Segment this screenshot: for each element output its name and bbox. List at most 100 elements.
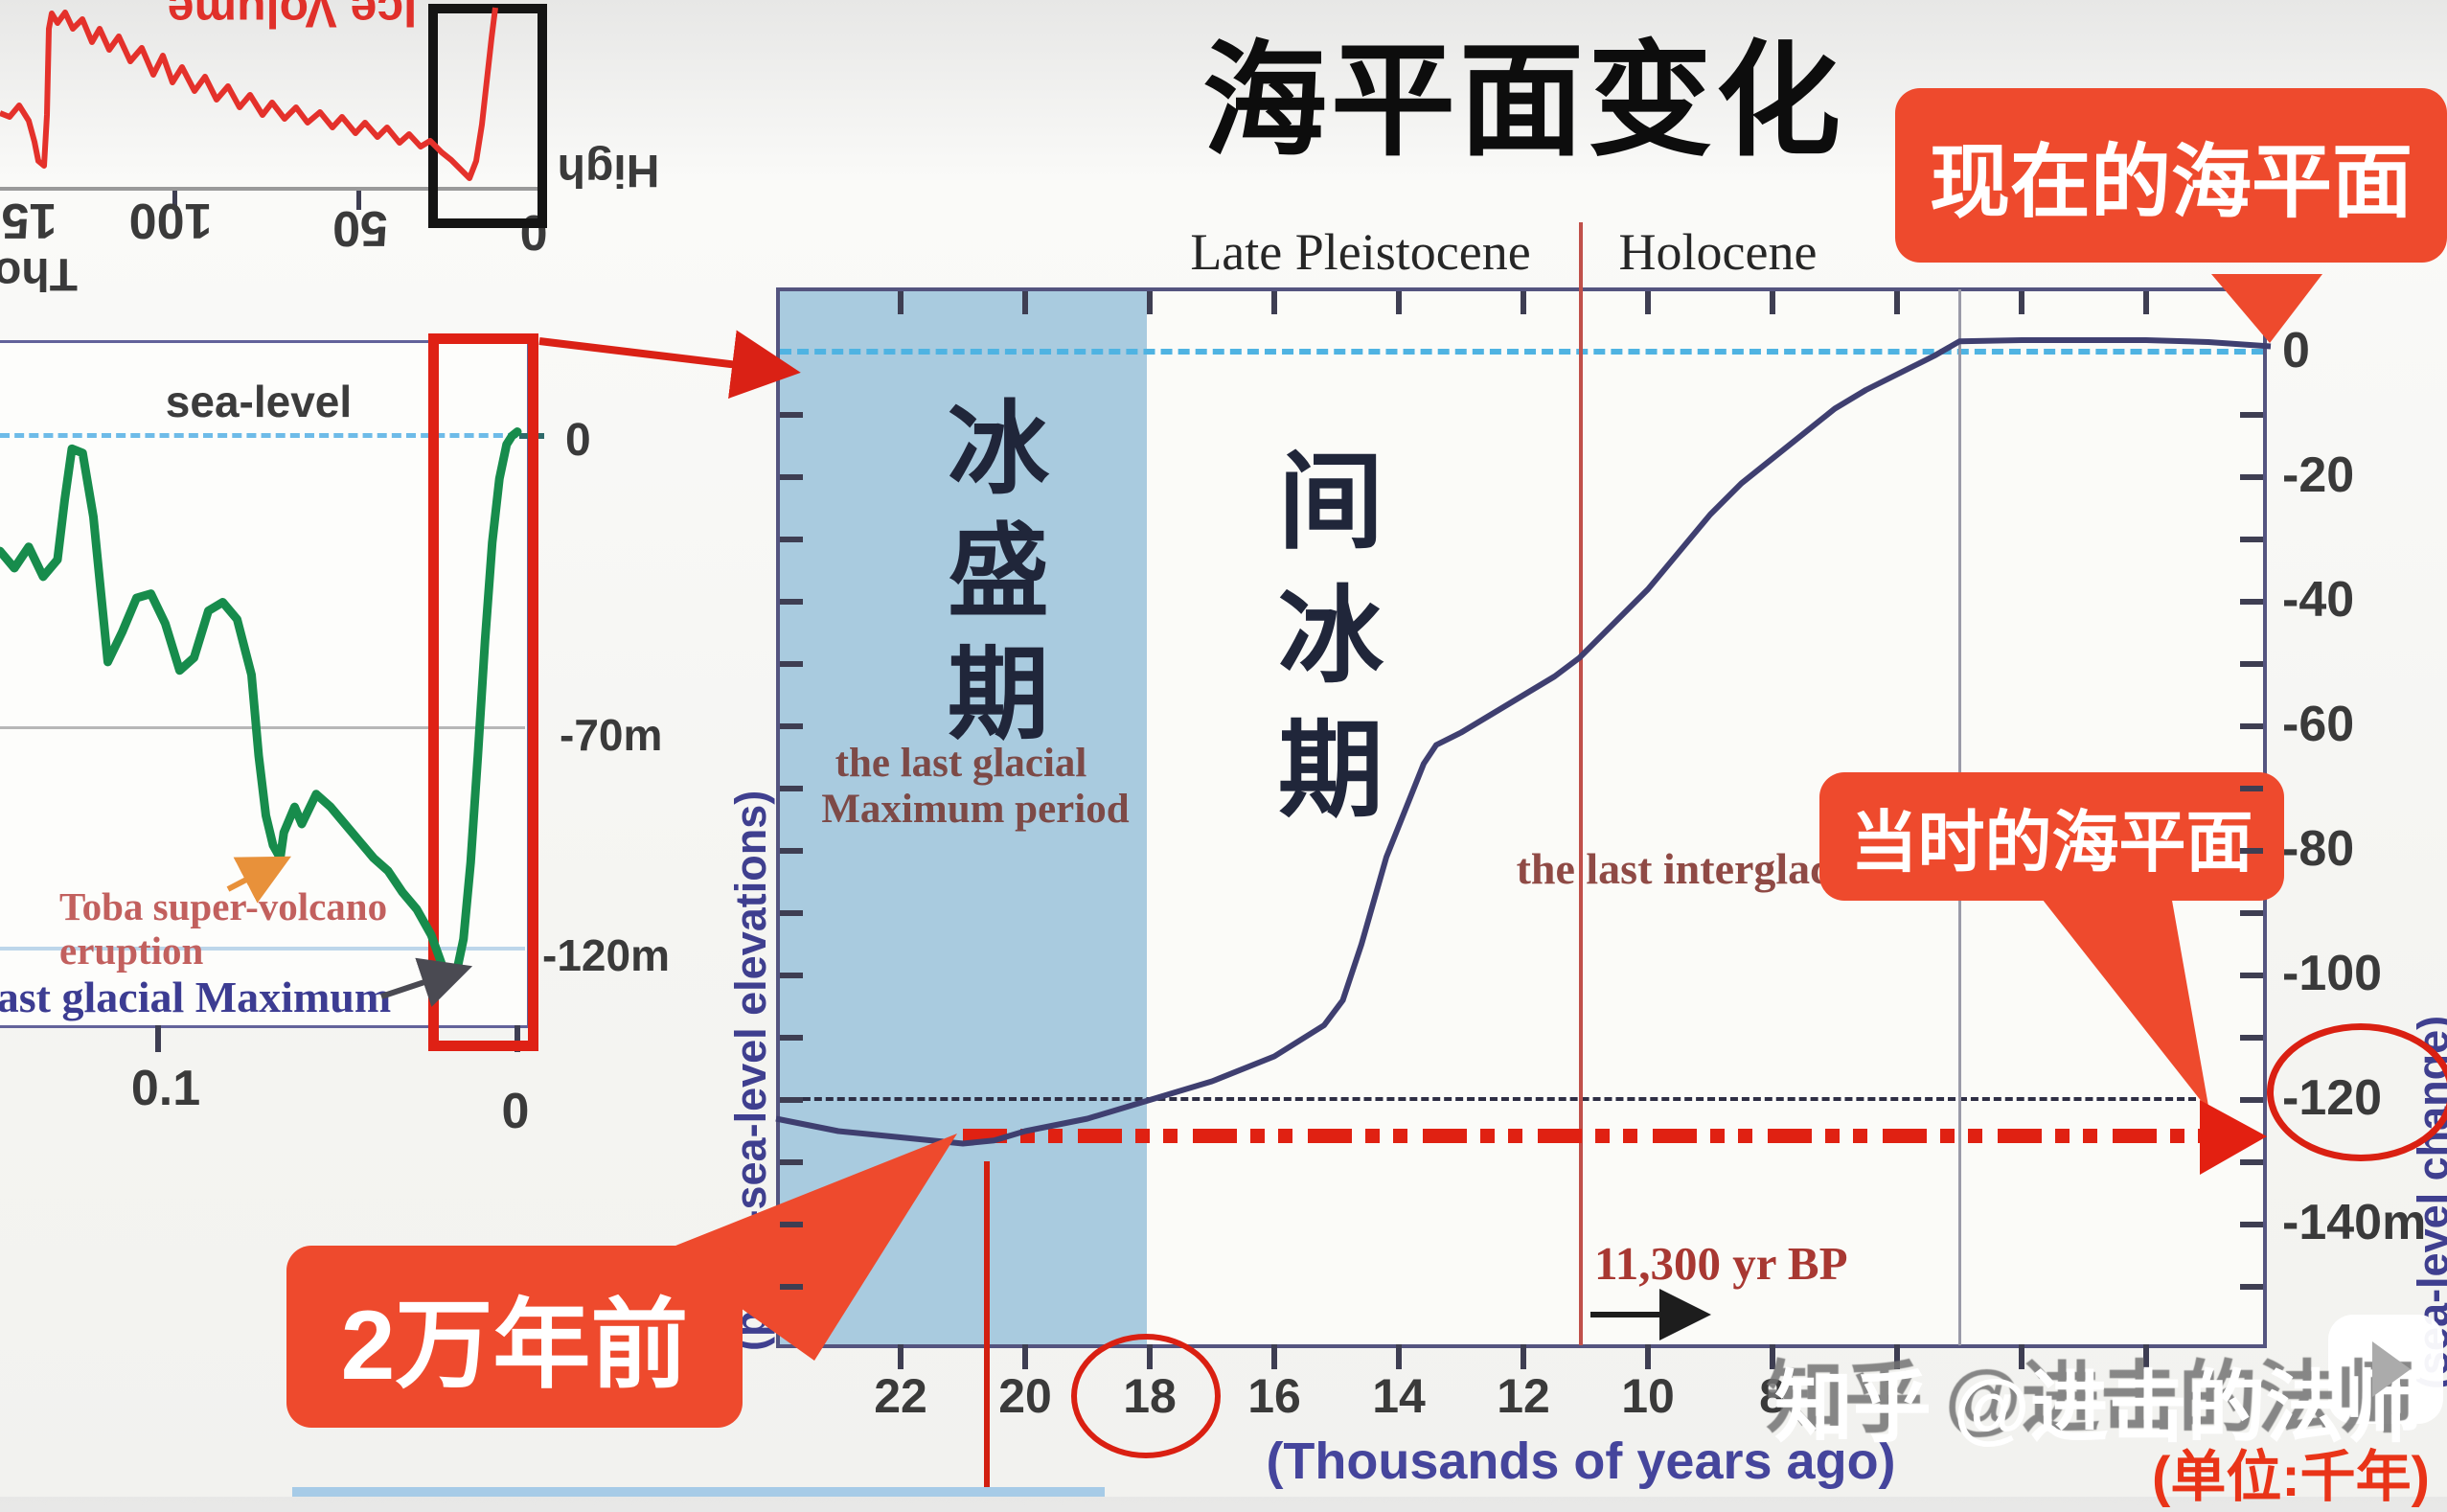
y-tick-right-130 [2240, 1159, 2263, 1165]
current-sea-level-dashed-line [780, 349, 2263, 355]
y-tick-left-30 [780, 537, 803, 542]
callout-20k-years-ago: 2万年前 [286, 1246, 743, 1428]
last-glacial-maximum-label: last glacial Maximum [0, 973, 392, 1021]
ice-volume-axis-line [0, 187, 538, 191]
zhihu-watermark: 知乎 @进击的法师 [1774, 1364, 2423, 1452]
y-tick-left-20 [780, 474, 803, 480]
y-tick-right-10 [2240, 412, 2263, 418]
y-tick-label-80: -80 [2282, 821, 2355, 877]
x-tick-label-10: 10 [1621, 1369, 1675, 1423]
toba-eruption-label-line2: eruption [59, 928, 204, 973]
y-tick-right-20 [2240, 474, 2263, 480]
circle-around-18 [1071, 1334, 1221, 1458]
x-tick-top-10 [1645, 291, 1651, 314]
toba-eruption-label-line1: Toba super-volcano [59, 884, 388, 928]
x-axis-title: (Thousands of years ago) [1266, 1432, 1896, 1490]
x-tick-label-22: 22 [874, 1369, 927, 1423]
era-label-late-pleistocene: Late Pleistocene [1190, 223, 1531, 281]
y-tick-left-90 [780, 910, 803, 916]
x-tick-label-14: 14 [1372, 1369, 1426, 1423]
minus120-dashed-line [780, 1097, 2196, 1101]
y-tick-right-110 [2240, 1035, 2263, 1041]
twenty-kyr-vertical-red-line [984, 1161, 990, 1497]
y-tick-right-50 [2240, 661, 2263, 667]
y-tick-right-120 [2240, 1097, 2263, 1103]
x-tick-top-2 [2143, 291, 2149, 314]
x-tick-top-18 [1147, 291, 1153, 314]
y-axis-title-left: (paleo-sea-level elevations) [726, 790, 775, 1351]
x-tick-bottom-6 [1894, 1344, 1900, 1369]
x-tick-bottom-20 [1022, 1344, 1028, 1369]
x-tick-top-16 [1271, 291, 1277, 314]
x-tick-top-22 [898, 291, 903, 314]
y-tick-right-150 [2240, 1284, 2263, 1290]
ice-high-label: High [557, 145, 660, 195]
callout-current-sea-level: 现在的海平面 [1895, 88, 2447, 263]
x-tick-bottom-4 [2019, 1344, 2024, 1369]
x-tick-top-14 [1396, 291, 1402, 314]
left-chart-x-tick-0 [515, 1025, 520, 1052]
era-label-holocene: Holocene [1618, 223, 1818, 281]
ice-tick-label-100: 100 [128, 193, 213, 248]
left-chart-y120-label: -120m [542, 930, 670, 980]
y-tick-right-40 [2240, 599, 2263, 605]
y-tick-left-70 [780, 786, 803, 791]
play-icon [2372, 1341, 2411, 1397]
y-tick-right-80 [2240, 848, 2263, 854]
y-tick-left-140 [780, 1222, 803, 1227]
x-tick-label-12: 12 [1497, 1369, 1550, 1423]
x-tick-top-20 [1022, 291, 1028, 314]
y-tick-right-140 [2240, 1222, 2263, 1227]
then-sea-level-dashed-arrow [963, 1129, 2201, 1143]
callout-then-sea-level: 当时的海平面 [1819, 772, 2284, 901]
x-tick-top-4 [2019, 291, 2024, 314]
glacial-period-en-label-line2: Maximum period [821, 787, 1130, 832]
ice-axis-tick-50 [356, 191, 361, 210]
y-tick-left-100 [780, 973, 803, 978]
ice-thousand-label-fragment: Tho [0, 248, 78, 299]
y-tick-label-100: -100 [2282, 946, 2383, 1001]
x-tick-label-8: 8 [1759, 1369, 1786, 1423]
y-tick-label-140: -140m [2282, 1195, 2427, 1250]
ice-tick-label-150: 150 [0, 193, 57, 248]
y-tick-right-90 [2240, 910, 2263, 916]
page-title: 海平面变化 [1201, 31, 1844, 171]
y-tick-right-30 [2240, 537, 2263, 542]
x-tick-bottom-16 [1271, 1344, 1277, 1369]
left-chart-highlight-rectangle [428, 333, 538, 1051]
x-tick-label-18: 18 [1123, 1369, 1177, 1423]
glacial-period-en-label-line1: the last glacial [835, 741, 1087, 786]
x-tick-top-8 [1770, 291, 1775, 314]
left-chart-y0-label: 0 [565, 415, 591, 466]
y-tick-left-130 [780, 1159, 803, 1165]
y-tick-left-80 [780, 848, 803, 854]
bottom-blue-strip [292, 1487, 1105, 1497]
x-tick-label-20: 20 [998, 1369, 1052, 1423]
x-tick-bottom-8 [1770, 1344, 1775, 1369]
x-tick-bottom-14 [1396, 1344, 1402, 1369]
x-tick-bottom-2 [2143, 1344, 2149, 1369]
x-tick-label-16: 16 [1247, 1369, 1301, 1423]
y-tick-left-60 [780, 723, 803, 729]
y-tick-label-40: -40 [2282, 572, 2355, 628]
x-tick-bottom-22 [898, 1344, 903, 1369]
y-tick-left-10 [780, 412, 803, 418]
ice-tick-label-50: 50 [332, 200, 388, 256]
left-chart-x-tick-01 [155, 1025, 161, 1052]
ice-volume-title: Ice Volume [167, 0, 418, 37]
x-tick-top-12 [1521, 291, 1526, 314]
y-tick-right-60 [2240, 723, 2263, 729]
glacial-period-cn-label: 冰盛期 [932, 395, 1045, 763]
x-tick-top-6 [1894, 291, 1900, 314]
ice-highlight-rectangle [428, 4, 547, 228]
bp11300-vertical-line [1579, 222, 1583, 1345]
y-tick-right-100 [2240, 973, 2263, 978]
y-tick-left-150 [780, 1284, 803, 1290]
x-tick-bottom-12 [1521, 1344, 1526, 1369]
x-tick-bottom-18 [1147, 1344, 1153, 1369]
y-tick-left-120 [780, 1097, 803, 1103]
y-tick-label-60: -60 [2282, 697, 2355, 752]
y-tick-label-0: 0 [2282, 323, 2310, 378]
left-chart-x0-label: 0 [501, 1084, 530, 1139]
y-tick-left-40 [780, 599, 803, 605]
